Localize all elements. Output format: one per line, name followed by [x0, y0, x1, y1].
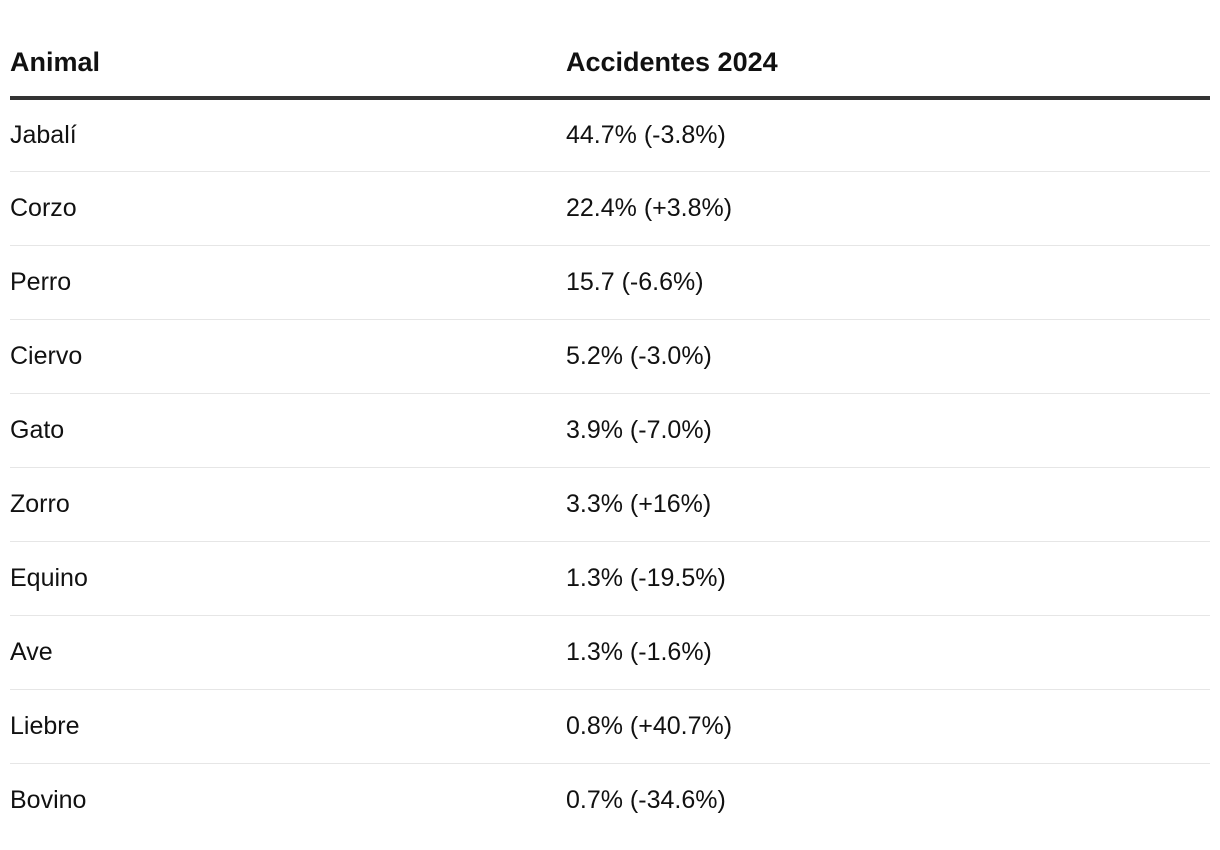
table-row: Gato 3.9% (-7.0%): [10, 393, 1210, 468]
cell-accidents: 15.7 (-6.6%): [566, 245, 1210, 320]
cell-animal: Corzo: [10, 171, 566, 246]
cell-animal: Liebre: [10, 689, 566, 764]
cell-animal: Ave: [10, 615, 566, 690]
cell-accidents: 3.3% (+16%): [566, 467, 1210, 542]
cell-accidents: 22.4% (+3.8%): [566, 171, 1210, 246]
table-row: Zorro 3.3% (+16%): [10, 467, 1210, 542]
cell-accidents: 0.7% (-34.6%): [566, 785, 726, 814]
column-header-animal: Animal: [10, 28, 566, 100]
table-row: Jabalí 44.7% (-3.8%): [10, 98, 1210, 172]
cell-animal: Equino: [10, 541, 566, 616]
table-row: Perro 15.7 (-6.6%): [10, 245, 1210, 320]
cell-accidents: 1.3% (-1.6%): [566, 615, 1210, 690]
cell-accidents: 0.8% (+40.7%): [566, 689, 1210, 764]
table-header: Animal Accidentes 2024: [10, 28, 1210, 100]
cell-animal: Gato: [10, 393, 566, 468]
table-row: Liebre 0.8% (+40.7%): [10, 689, 1210, 764]
table-row: Ave 1.3% (-1.6%): [10, 615, 1210, 690]
cell-accidents: 3.9% (-7.0%): [566, 393, 1210, 468]
data-table-container: Animal Accidentes 2024 Jabalí 44.7% (-3.…: [10, 28, 1210, 837]
cell-animal: Jabalí: [10, 98, 566, 172]
cell-animal: Perro: [10, 245, 566, 320]
data-table: Animal Accidentes 2024 Jabalí 44.7% (-3.…: [10, 28, 1210, 837]
cell-animal: Zorro: [10, 467, 566, 542]
cell-animal: Ciervo: [10, 319, 566, 394]
table-body: Jabalí 44.7% (-3.8%) Corzo 22.4% (+3.8%)…: [10, 98, 1210, 837]
table-row: Ciervo 5.2% (-3.0%): [10, 319, 1210, 394]
header-row: Animal Accidentes 2024: [10, 28, 1210, 100]
column-header-accidents: Accidentes 2024: [566, 28, 1210, 100]
table-row: Bovino 0.7% (-34.6%): [10, 763, 1210, 837]
cell-animal: Bovino: [10, 785, 87, 814]
cell-accidents: 5.2% (-3.0%): [566, 319, 1210, 394]
table-row: Equino 1.3% (-19.5%): [10, 541, 1210, 616]
cell-accidents: 1.3% (-19.5%): [566, 541, 1210, 616]
table-row: Corzo 22.4% (+3.8%): [10, 171, 1210, 246]
cell-accidents: 44.7% (-3.8%): [566, 98, 1210, 172]
